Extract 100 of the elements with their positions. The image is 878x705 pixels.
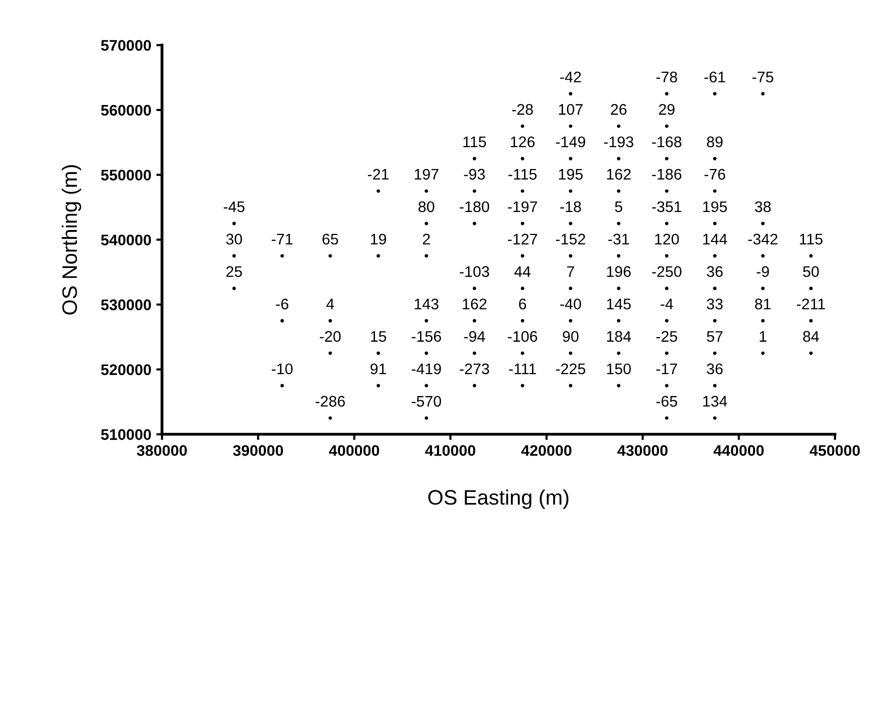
x-tick-label: 430000 <box>617 445 668 456</box>
annotation: 65 <box>322 234 338 245</box>
annotation: -31 <box>608 234 629 245</box>
annotation: 90 <box>562 331 578 342</box>
annotation: -156 <box>412 331 441 342</box>
x-tick-label: 410000 <box>425 445 476 456</box>
annotation: -40 <box>560 298 582 310</box>
y-tick-label: 570000 <box>101 40 151 51</box>
y-tick-label: 510000 <box>101 429 151 440</box>
annotation: -21 <box>368 168 389 180</box>
x-tick-label: 390000 <box>232 445 283 456</box>
annotation: 1 <box>760 331 766 342</box>
annotation: 44 <box>514 266 531 277</box>
annotation: -570 <box>412 396 442 407</box>
annotation: 19 <box>370 234 386 245</box>
annotation: -149 <box>556 136 586 148</box>
annotation: 57 <box>706 331 723 342</box>
annotation: -93 <box>464 168 485 180</box>
annotation: -180 <box>460 201 490 212</box>
y-tick-label: 520000 <box>101 364 151 376</box>
annotation: -419 <box>412 363 441 374</box>
annotation: -115 <box>508 169 537 180</box>
annotation: -71 <box>272 234 292 244</box>
annotation: 25 <box>226 266 242 277</box>
annotation: -18 <box>560 201 581 212</box>
annotation: 196 <box>607 266 631 277</box>
y-tick-label: 550000 <box>101 170 151 181</box>
annotation: 2 <box>422 234 430 244</box>
annotation: 80 <box>418 201 434 212</box>
x-tick-label: 400000 <box>329 445 380 456</box>
annotation: 50 <box>803 266 819 277</box>
annotation: -273 <box>460 363 490 374</box>
annotation: 195 <box>559 168 583 180</box>
annotation: 115 <box>800 234 822 245</box>
x-axis-title: OS Easting (m) <box>428 489 568 509</box>
annotation: -197 <box>508 201 538 212</box>
annotation: 89 <box>706 136 723 148</box>
annotation: -103 <box>460 266 490 277</box>
annotation: -78 <box>656 72 678 82</box>
annotation: -286 <box>316 396 345 407</box>
annotation: 197 <box>414 168 438 180</box>
annotation: 144 <box>703 234 728 244</box>
annotation: -127 <box>508 234 538 244</box>
annotation: 162 <box>462 298 486 310</box>
annotation: 26 <box>610 104 626 115</box>
x-tick-label: 440000 <box>714 445 764 456</box>
annotation: 143 <box>414 298 438 310</box>
annotation: -186 <box>652 168 682 180</box>
annotation: -25 <box>656 331 678 342</box>
annotation: -17 <box>656 364 678 374</box>
annotation: 30 <box>226 234 242 245</box>
annotation: 107 <box>559 104 583 115</box>
annotation: -351 <box>652 201 682 212</box>
y-tick-label: 540000 <box>101 234 151 246</box>
x-tick-label: 420000 <box>521 445 572 456</box>
annotation: 36 <box>706 363 723 374</box>
x-tick-label: 450000 <box>810 445 860 456</box>
annotation: 91 <box>370 363 386 374</box>
annotation: -28 <box>512 104 533 115</box>
annotation: -61 <box>704 72 726 82</box>
annotation: -211 <box>796 298 825 310</box>
annotation: -342 <box>748 234 778 245</box>
annotation: 134 <box>703 396 728 407</box>
annotation: 7 <box>567 266 574 277</box>
annotation: 4 <box>326 298 334 310</box>
annotation: 33 <box>706 298 723 310</box>
annotation: -152 <box>556 234 586 245</box>
annotation: 36 <box>706 266 723 277</box>
annotation: -75 <box>752 72 774 82</box>
annotation: -10 <box>272 363 293 374</box>
annotation: -45 <box>224 201 244 212</box>
annotation: 115 <box>463 136 486 148</box>
annotation: 29 <box>659 104 675 115</box>
annotation: 5 <box>615 201 622 212</box>
annotation: 162 <box>607 168 631 180</box>
annotation: -4 <box>660 298 674 310</box>
annotation: 84 <box>803 331 819 342</box>
annotation: -94 <box>464 331 486 342</box>
annotation: 81 <box>755 298 771 310</box>
annotation: 145 <box>607 298 631 310</box>
annotation: 184 <box>607 331 631 342</box>
y-tick-label: 560000 <box>101 104 151 116</box>
annotation: 195 <box>703 201 727 212</box>
annotation: -168 <box>652 136 682 148</box>
annotation: -9 <box>756 266 769 277</box>
annotation: 6 <box>519 298 526 310</box>
annotation: -193 <box>604 136 634 148</box>
annotation: 150 <box>607 363 631 374</box>
y-axis-title: OS Northing (m) <box>62 165 82 315</box>
annotation: -76 <box>704 168 726 180</box>
y-tick-label: 530000 <box>101 299 151 310</box>
x-tick-label: 380000 <box>136 445 187 456</box>
annotation: 120 <box>655 234 679 245</box>
annotation: -225 <box>556 363 586 374</box>
annotation: 126 <box>510 136 535 148</box>
annotation: 38 <box>754 201 771 212</box>
annotation: -111 <box>509 364 536 374</box>
annotation: -106 <box>508 331 538 342</box>
annotation: -65 <box>656 396 678 407</box>
annotation: -42 <box>560 72 581 82</box>
